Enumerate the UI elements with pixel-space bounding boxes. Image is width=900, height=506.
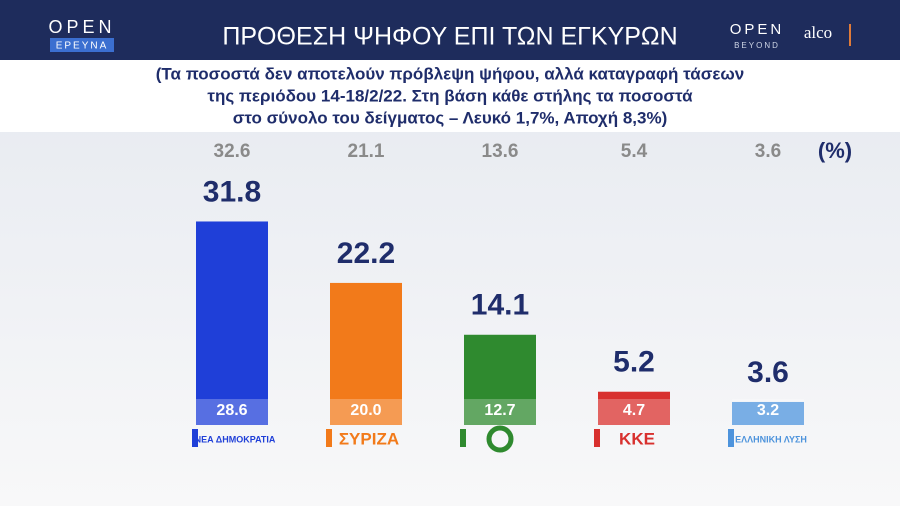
base-value-label: 12.7: [484, 402, 515, 419]
brand-left-sub: ΕΡΕΥΝΑ: [56, 41, 109, 52]
bar: [464, 334, 536, 425]
value-label: 3.6: [747, 356, 789, 389]
bar-shade: [196, 399, 268, 425]
bar-shade: [464, 399, 536, 425]
bar: [598, 391, 670, 425]
base-value-label: 4.7: [623, 402, 645, 419]
chart-title: ΠΡΟΘΕΣΗ ΨΗΦΟΥ ΕΠΙ ΤΩΝ ΕΓΚΥΡΩΝ: [222, 23, 677, 51]
subtitle-line: (Τα ποσοστά δεν αποτελούν πρόβλεψη ψήφου…: [156, 64, 744, 83]
bar-shade: [732, 399, 804, 425]
previous-value-label: 32.6: [214, 141, 251, 162]
category-logo: [486, 425, 514, 453]
logo-color: [728, 429, 734, 447]
brand-left: OPEN: [48, 17, 115, 37]
subtitle-line: στο σύνολο του δείγματος – Λευκό 1,7%, Α…: [233, 108, 667, 127]
category-label: ΚΚΕ: [619, 429, 655, 448]
category-label: ΝΕΑ ΔΗΜΟΚΡΑΤΙΑ: [195, 434, 276, 444]
base-value-label: 28.6: [216, 402, 247, 419]
bar: [330, 282, 402, 425]
value-label: 31.8: [203, 175, 261, 208]
logo-color: [460, 429, 466, 447]
bar: [732, 401, 804, 425]
bar: [196, 221, 268, 425]
logo-color: [192, 429, 198, 447]
brand-right: OPEN: [730, 21, 785, 38]
logo-color: [326, 429, 332, 447]
previous-value-label: 3.6: [755, 141, 781, 162]
previous-value-label: 13.6: [482, 141, 519, 162]
bar-shade: [598, 399, 670, 425]
category-label: ΣΥΡΙΖΑ: [339, 429, 399, 448]
base-value-label: 20.0: [350, 402, 381, 419]
logo-color: [594, 429, 600, 447]
bar-shade: [330, 399, 402, 425]
brand-left-box: [50, 38, 114, 52]
subtitle-band: [0, 60, 900, 132]
previous-value-label: 5.4: [621, 141, 648, 162]
value-label: 22.2: [337, 237, 395, 270]
base-value-label: 3.2: [757, 402, 779, 419]
subtitle-line: της περιόδου 14-18/2/22. Στη βάση κάθε σ…: [207, 86, 693, 105]
category-label: ΕΛΛΗΝΙΚΗ ΛΥΣΗ: [735, 434, 807, 444]
header-band: [0, 0, 900, 60]
value-label: 14.1: [471, 289, 529, 322]
value-label: 5.2: [613, 346, 655, 379]
previous-value-label: 21.1: [348, 141, 385, 162]
unit-label: (%): [818, 138, 852, 163]
partner-logo: alco: [804, 23, 832, 42]
brand-right-sub: BEYOND: [734, 41, 780, 50]
